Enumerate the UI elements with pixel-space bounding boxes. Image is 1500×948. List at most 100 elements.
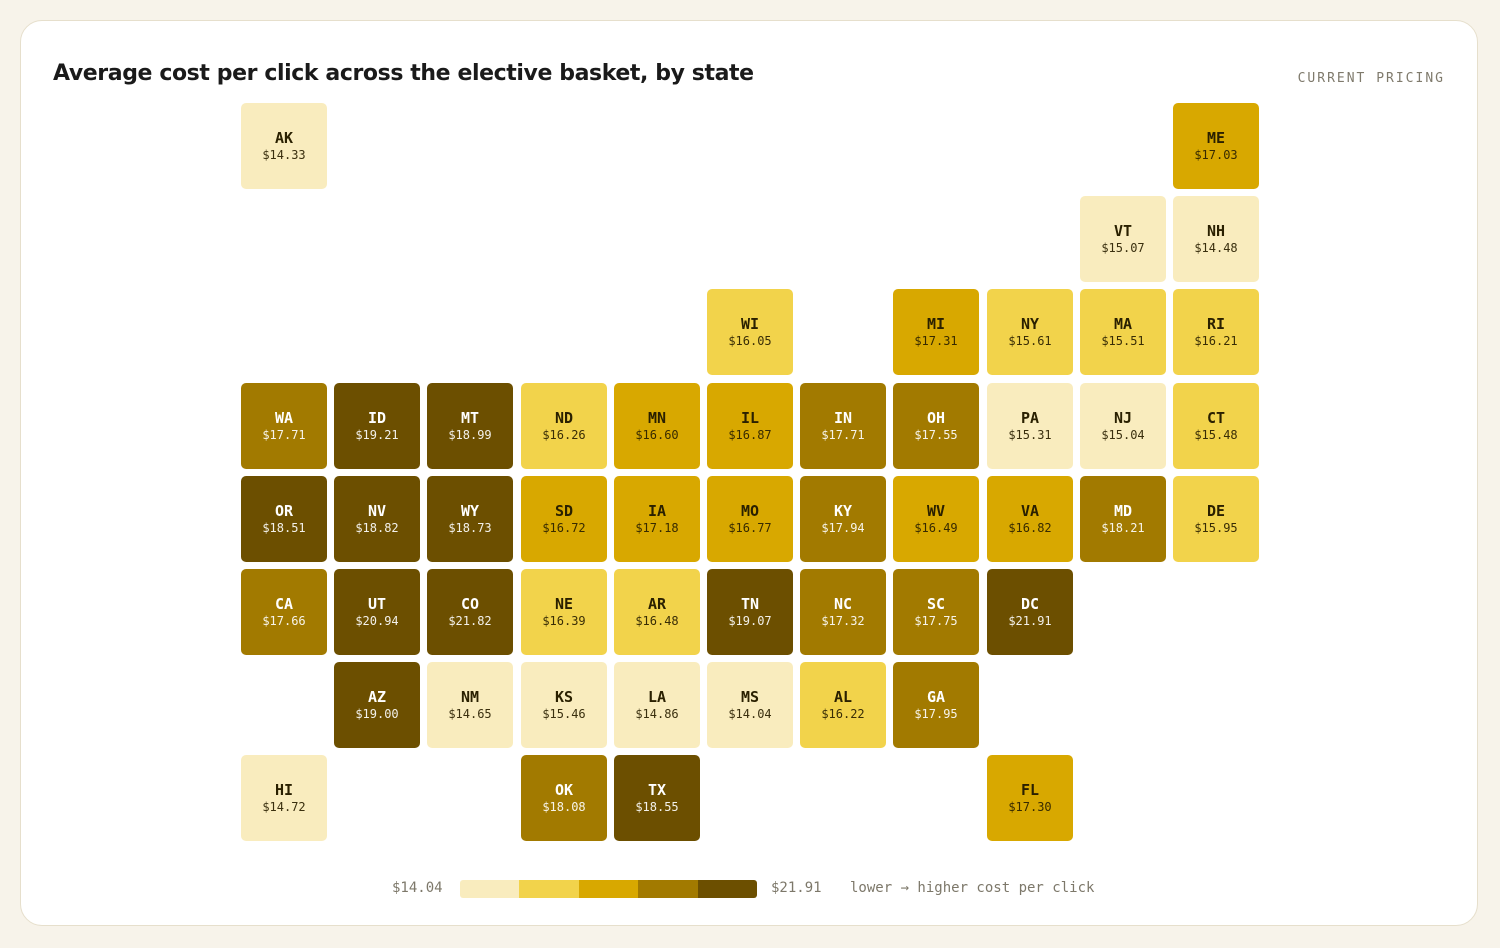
state-tile-ak[interactable]: AK $14.33 (241, 103, 327, 189)
state-tile-la[interactable]: LA $14.86 (614, 662, 700, 748)
state-tile-ok[interactable]: OK $18.08 (521, 755, 607, 841)
state-tile-wv[interactable]: WV $16.49 (893, 476, 979, 562)
state-tile-ut[interactable]: UT $20.94 (334, 569, 420, 655)
state-value: $16.21 (1194, 334, 1238, 348)
state-tile-ky[interactable]: KY $17.94 (800, 476, 886, 562)
state-tile-ma[interactable]: MA $15.51 (1080, 289, 1166, 375)
state-abbr: NC (833, 595, 853, 613)
state-abbr: WY (460, 502, 480, 520)
legend-swatch-2 (578, 880, 639, 898)
state-abbr: IA (647, 502, 667, 520)
state-abbr: NJ (1113, 409, 1133, 427)
state-abbr: WA (274, 409, 294, 427)
state-tile-nv[interactable]: NV $18.82 (334, 476, 420, 562)
legend-swatch-1 (519, 880, 579, 898)
state-value: $17.31 (914, 334, 958, 348)
state-tile-hi[interactable]: HI $14.72 (241, 755, 327, 841)
state-tile-ct[interactable]: CT $15.48 (1173, 383, 1259, 469)
state-value: $18.51 (262, 521, 306, 535)
state-value: $14.86 (635, 707, 679, 721)
state-abbr: VA (1020, 502, 1040, 520)
state-value: $16.60 (635, 428, 679, 442)
state-tile-al[interactable]: AL $16.22 (800, 662, 886, 748)
state-abbr: AZ (367, 688, 387, 706)
state-tile-mi[interactable]: MI $17.31 (893, 289, 979, 375)
state-value: $20.94 (355, 614, 399, 628)
state-value: $14.48 (1194, 241, 1238, 255)
state-tile-wy[interactable]: WY $18.73 (427, 476, 513, 562)
state-abbr: MI (926, 315, 946, 333)
state-tile-ia[interactable]: IA $17.18 (614, 476, 700, 562)
state-tile-sd[interactable]: SD $16.72 (521, 476, 607, 562)
state-tile-ri[interactable]: RI $16.21 (1173, 289, 1259, 375)
state-abbr: VT (1113, 222, 1133, 240)
state-abbr: TX (647, 781, 667, 799)
state-tile-ca[interactable]: CA $17.66 (241, 569, 327, 655)
state-tile-or[interactable]: OR $18.51 (241, 476, 327, 562)
state-value: $18.73 (448, 521, 492, 535)
state-value: $17.75 (914, 614, 958, 628)
state-tile-sc[interactable]: SC $17.75 (893, 569, 979, 655)
state-value: $17.03 (1194, 148, 1238, 162)
state-tile-id[interactable]: ID $19.21 (334, 383, 420, 469)
state-tile-me[interactable]: ME $17.03 (1173, 103, 1259, 189)
state-tile-wa[interactable]: WA $17.71 (241, 383, 327, 469)
legend-swatch-4 (697, 880, 757, 898)
state-tile-ne[interactable]: NE $16.39 (521, 569, 607, 655)
state-tile-ms[interactable]: MS $14.04 (707, 662, 793, 748)
state-value: $15.07 (1101, 241, 1145, 255)
legend-swatch-3 (638, 880, 698, 898)
state-abbr: CA (274, 595, 294, 613)
state-tile-mn[interactable]: MN $16.60 (614, 383, 700, 469)
state-abbr: MD (1113, 502, 1133, 520)
state-tile-ks[interactable]: KS $15.46 (521, 662, 607, 748)
state-abbr: LA (647, 688, 667, 706)
state-tile-ny[interactable]: NY $15.61 (987, 289, 1073, 375)
state-tile-mo[interactable]: MO $16.77 (707, 476, 793, 562)
state-tile-in[interactable]: IN $17.71 (800, 383, 886, 469)
state-abbr: KY (833, 502, 853, 520)
state-tile-vt[interactable]: VT $15.07 (1080, 196, 1166, 282)
state-tile-ga[interactable]: GA $17.95 (893, 662, 979, 748)
state-abbr: HI (274, 781, 294, 799)
state-abbr: NY (1020, 315, 1040, 333)
state-value: $21.91 (1008, 614, 1052, 628)
state-tile-mt[interactable]: MT $18.99 (427, 383, 513, 469)
state-value: $17.95 (914, 707, 958, 721)
state-tile-tn[interactable]: TN $19.07 (707, 569, 793, 655)
color-legend: $14.04 $21.91 lower → higher cost per cl… (21, 878, 1477, 900)
state-abbr: GA (926, 688, 946, 706)
state-tile-nm[interactable]: NM $14.65 (427, 662, 513, 748)
state-tile-nj[interactable]: NJ $15.04 (1080, 383, 1166, 469)
state-tile-oh[interactable]: OH $17.55 (893, 383, 979, 469)
state-tile-tx[interactable]: TX $18.55 (614, 755, 700, 841)
state-tile-va[interactable]: VA $16.82 (987, 476, 1073, 562)
state-value: $18.55 (635, 800, 679, 814)
state-tile-nc[interactable]: NC $17.32 (800, 569, 886, 655)
state-tile-wi[interactable]: WI $16.05 (707, 289, 793, 375)
state-tile-md[interactable]: MD $18.21 (1080, 476, 1166, 562)
state-tile-ar[interactable]: AR $16.48 (614, 569, 700, 655)
legend-min-label: $14.04 (392, 880, 443, 896)
state-tile-fl[interactable]: FL $17.30 (987, 755, 1073, 841)
pricing-badge: CURRENT PRICING (1297, 71, 1445, 86)
state-abbr: MA (1113, 315, 1133, 333)
state-abbr: ME (1206, 129, 1226, 147)
legend-color-scale (460, 880, 757, 898)
state-abbr: AK (274, 129, 294, 147)
state-tile-nh[interactable]: NH $14.48 (1173, 196, 1259, 282)
state-tile-az[interactable]: AZ $19.00 (334, 662, 420, 748)
state-tile-dc[interactable]: DC $21.91 (987, 569, 1073, 655)
state-abbr: KS (554, 688, 574, 706)
state-tile-il[interactable]: IL $16.87 (707, 383, 793, 469)
legend-swatch-0 (460, 880, 520, 898)
state-tile-de[interactable]: DE $15.95 (1173, 476, 1259, 562)
state-abbr: MS (740, 688, 760, 706)
state-tile-co[interactable]: CO $21.82 (427, 569, 513, 655)
state-tile-nd[interactable]: ND $16.26 (521, 383, 607, 469)
state-abbr: DE (1206, 502, 1226, 520)
state-abbr: OK (554, 781, 574, 799)
state-tile-pa[interactable]: PA $15.31 (987, 383, 1073, 469)
chart-title: Average cost per click across the electi… (53, 61, 754, 86)
state-abbr: NM (460, 688, 480, 706)
